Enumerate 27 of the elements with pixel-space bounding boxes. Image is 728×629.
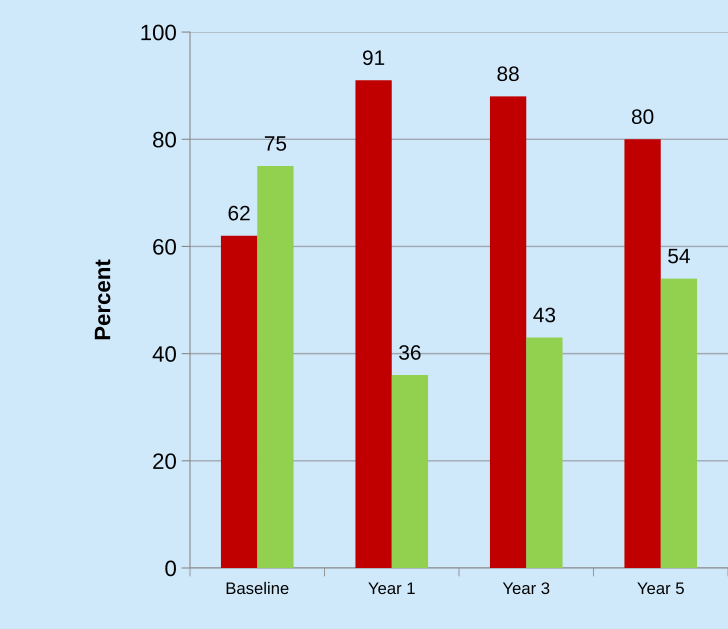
bar [355, 80, 392, 568]
x-tick-label: Year 5 [637, 582, 684, 594]
y-tick-label: 80 [153, 132, 176, 148]
data-label: 75 [264, 136, 286, 151]
y-axis-title: Percent [94, 260, 110, 340]
bar [660, 278, 698, 568]
data-label: 80 [632, 109, 654, 124]
y-tick-label: 60 [153, 238, 176, 255]
bar [526, 338, 563, 568]
x-tick-label: Year 3 [502, 582, 550, 594]
bar [220, 236, 258, 568]
data-label: 54 [668, 248, 690, 264]
bar [624, 139, 661, 568]
data-label: 88 [497, 66, 519, 82]
y-tick-label: 20 [153, 453, 176, 470]
data-label: 36 [399, 345, 421, 360]
y-tick-label: 100 [141, 24, 176, 40]
x-tick-label: Year 1 [368, 582, 415, 594]
y-tick-label: 40 [152, 346, 176, 362]
bar [392, 375, 428, 568]
bar [257, 166, 294, 568]
bar [490, 96, 526, 568]
data-label: 91 [362, 50, 384, 66]
x-tick-label: Baseline [226, 582, 288, 594]
data-label: 62 [228, 206, 250, 220]
y-tick-label: 0 [165, 560, 176, 576]
data-label: 43 [533, 308, 556, 322]
